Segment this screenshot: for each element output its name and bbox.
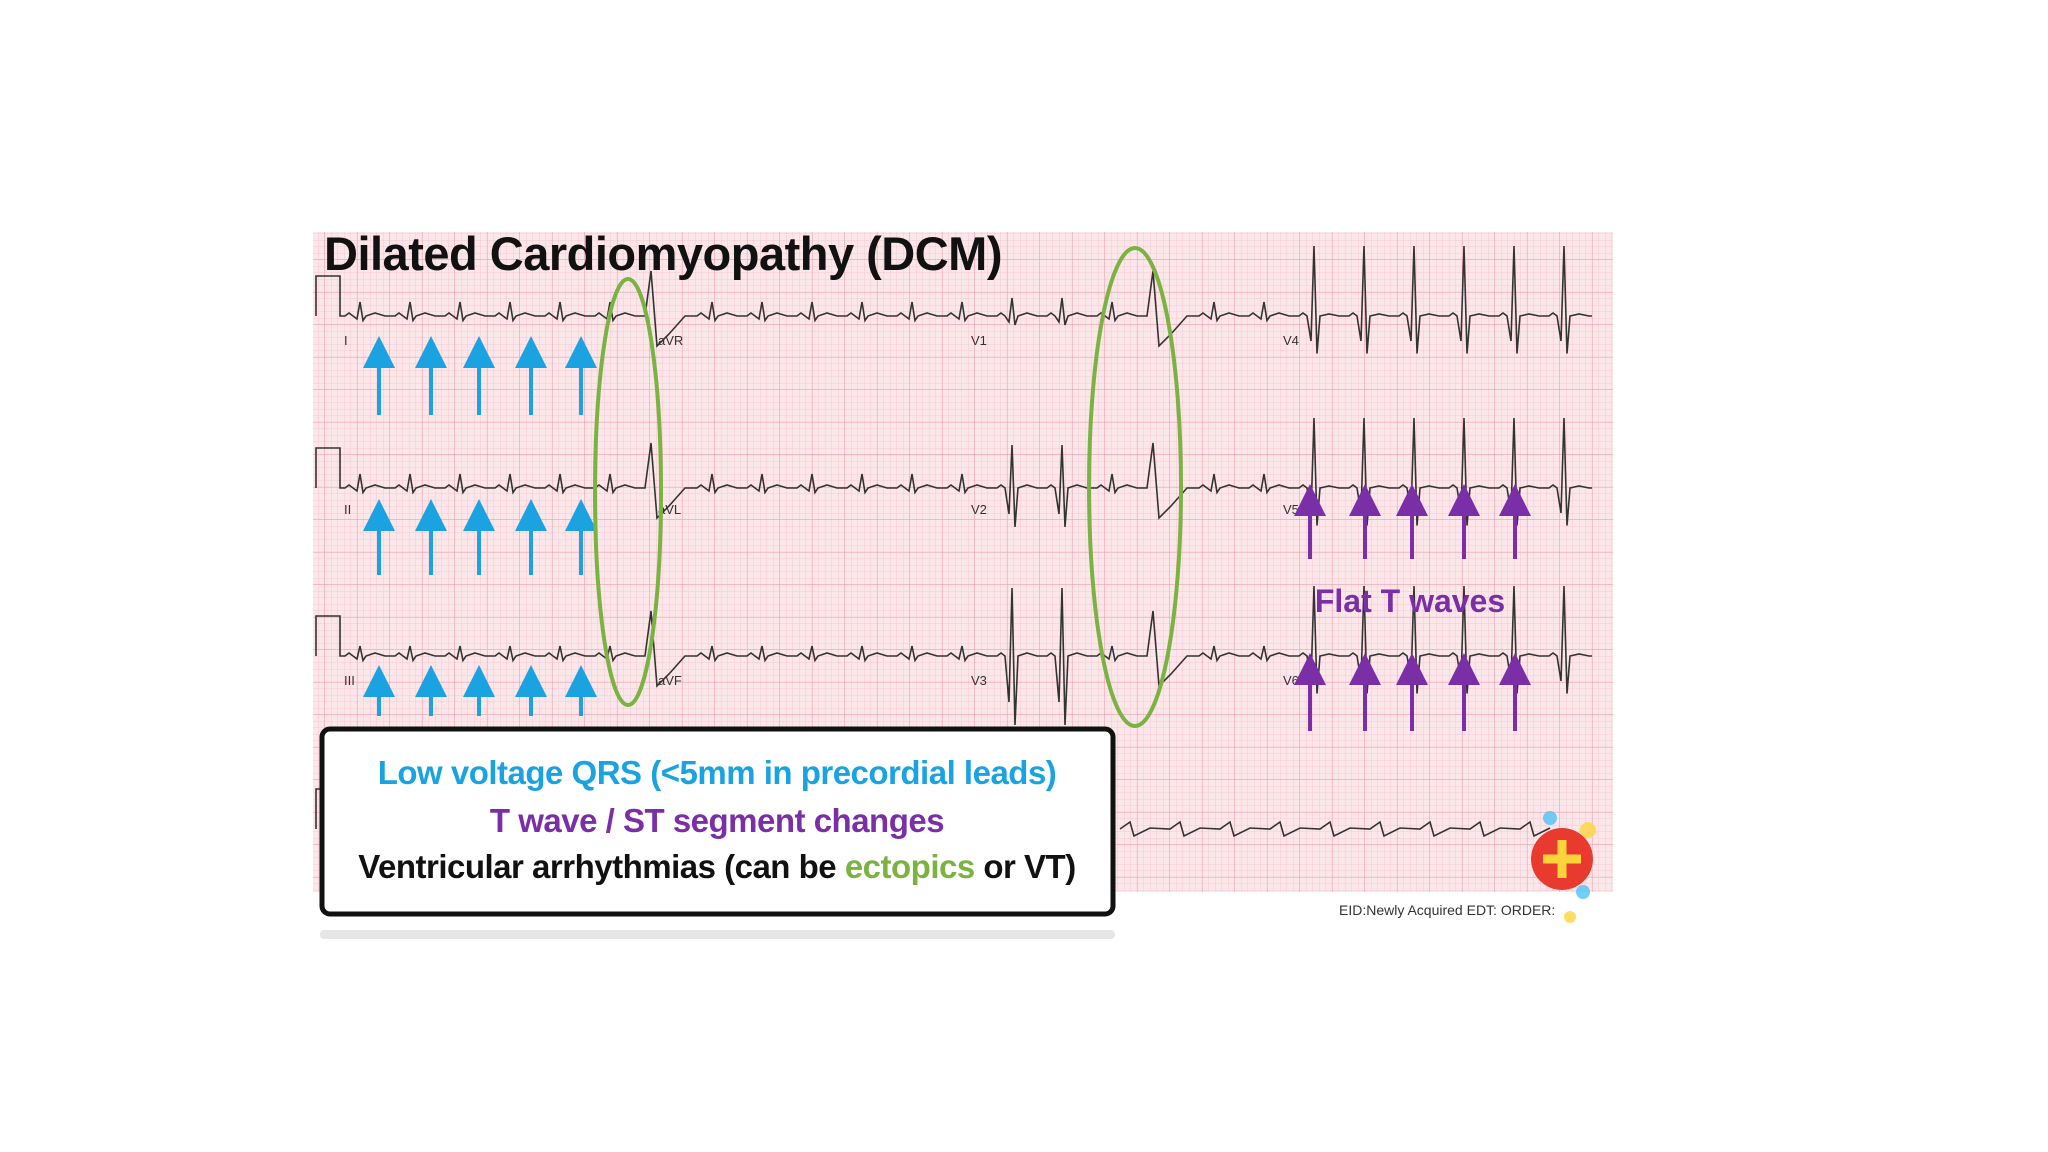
lead-label: V3 (971, 673, 987, 688)
box-line: T wave / ST segment changes (490, 802, 944, 839)
lead-label: aVF (658, 673, 682, 688)
ectopic-circle (593, 277, 663, 707)
ecg-trace (315, 585, 1592, 726)
arrows (363, 336, 1531, 731)
ecg-trace (315, 417, 1592, 528)
lead-label: V2 (971, 502, 987, 517)
box-line: Ventricular arrhythmias (can be ectopics… (358, 848, 1075, 885)
ecg-trace (315, 245, 1592, 354)
lead-label: I (344, 333, 348, 348)
lead-label: V4 (1283, 333, 1299, 348)
lead-label: II (344, 502, 351, 517)
text: Ventricular arrhythmias (can be (358, 848, 845, 885)
lead-label: V6 (1283, 673, 1299, 688)
box-shadow (320, 930, 1115, 939)
text-box (319, 726, 1116, 917)
slide-title: Dilated Cardiomyopathy (DCM) (324, 227, 1002, 280)
highlight: ectopics (845, 848, 975, 885)
lead-label: III (344, 673, 355, 688)
ectopic-circle (1087, 246, 1183, 728)
text: or VT) (975, 848, 1076, 885)
lead-label: V1 (971, 333, 987, 348)
logo (1531, 811, 1596, 923)
lead-label: aVR (658, 333, 683, 348)
lead-label: V5 (1283, 502, 1299, 517)
footer: EID:Newly Acquired EDT: ORDER: (1339, 902, 1555, 918)
box-line: Low voltage QRS (<5mm in precordial lead… (378, 754, 1057, 791)
annotation: Flat T waves (1315, 583, 1505, 619)
lead-labels: I aVR V1 V4 II aVL V2 V5 III aVF V3 V6 (344, 333, 1299, 688)
lead-label: aVL (658, 502, 681, 517)
